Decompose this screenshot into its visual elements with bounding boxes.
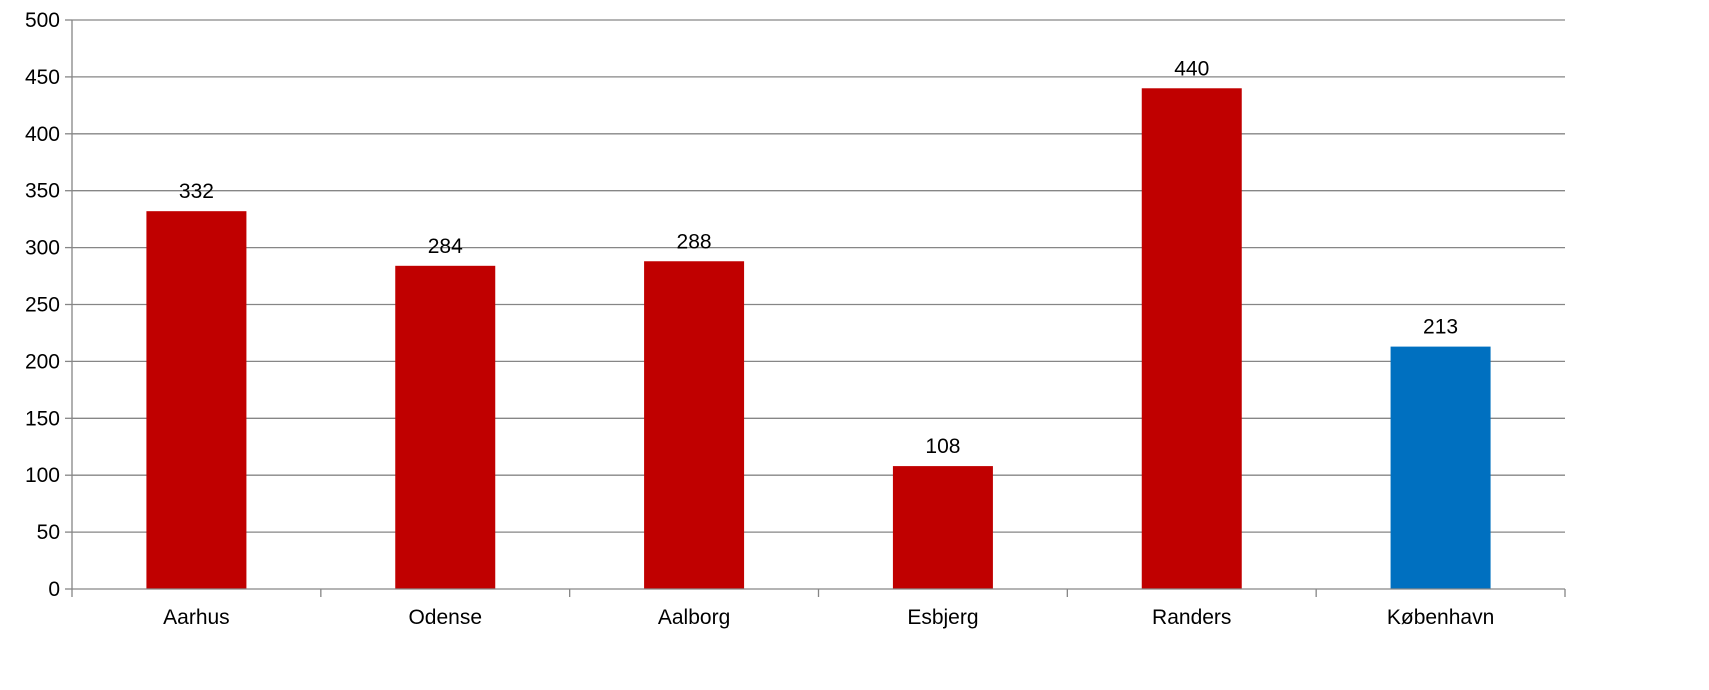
- axes: [65, 19, 1566, 597]
- y-tick-label: 50: [37, 521, 60, 544]
- y-tick-label: 200: [25, 350, 60, 373]
- gridlines: [72, 19, 1565, 533]
- data-label: 213: [1423, 316, 1458, 339]
- y-tick-label: 450: [25, 66, 60, 89]
- data-label: 108: [925, 435, 960, 458]
- y-tick-label: 150: [25, 407, 60, 430]
- bar-odense: [395, 265, 496, 589]
- x-tick-label: København: [1387, 606, 1494, 629]
- data-label: 440: [1174, 57, 1209, 80]
- bar-københavn: [1390, 346, 1491, 589]
- y-tick-label: 0: [48, 578, 60, 601]
- y-tick-label: 250: [25, 294, 60, 317]
- bar-randers: [1141, 88, 1242, 589]
- y-tick-label: 100: [25, 464, 60, 487]
- x-tick-label: Esbjerg: [907, 606, 978, 629]
- y-tick-label: 350: [25, 180, 60, 203]
- bar-aarhus: [146, 211, 247, 589]
- data-label: 288: [677, 230, 712, 253]
- bars: [146, 88, 1491, 589]
- y-tick-labels: 0 50 100 150 200 250 300 350 400 450 500: [25, 9, 60, 601]
- y-tick-label: 400: [25, 123, 60, 146]
- x-tick-label: Aarhus: [163, 606, 230, 629]
- x-tick-label: Aalborg: [658, 606, 730, 629]
- data-label: 332: [179, 180, 214, 203]
- y-tick-label: 500: [25, 9, 60, 32]
- bar-aalborg: [644, 261, 745, 589]
- bar-esbjerg: [892, 466, 993, 589]
- x-tick-label: Odense: [408, 606, 482, 629]
- data-labels: 332 284 288 108 440 213: [179, 57, 1458, 458]
- x-tick-label: Randers: [1152, 606, 1231, 629]
- x-tick-labels: Aarhus Odense Aalborg Esbjerg Randers Københa…: [163, 606, 1494, 629]
- data-label: 284: [428, 235, 463, 258]
- y-tick-label: 300: [25, 237, 60, 260]
